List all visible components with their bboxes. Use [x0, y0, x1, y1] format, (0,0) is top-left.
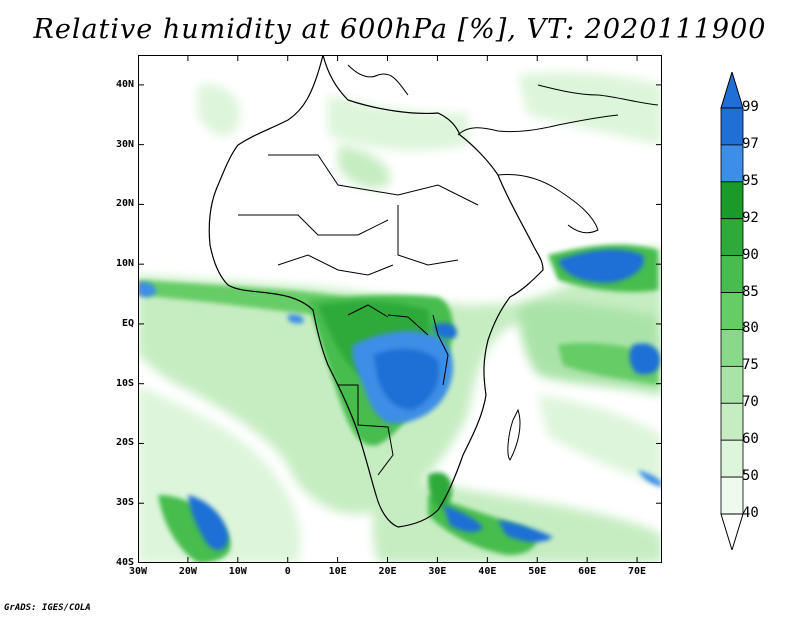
colorbar-band	[720, 144, 744, 183]
lon-tick-label: 40E	[478, 566, 497, 577]
credit-text: GrADS: IGES/COLA	[4, 603, 91, 613]
colorbar-band	[720, 107, 744, 146]
colorbar-label: 80	[742, 320, 759, 337]
map-panel	[138, 55, 662, 563]
colorbar-label: 95	[742, 172, 759, 189]
lat-tick-label: 30N	[115, 138, 134, 150]
lon-tick-label: 20E	[378, 566, 397, 577]
colorbar-band	[720, 402, 744, 441]
colorbar-bottom-arrow	[720, 513, 744, 550]
colorbar-label: 92	[742, 209, 759, 226]
lon-tick-label: 20W	[178, 566, 197, 577]
colorbar-label: 97	[742, 135, 759, 152]
map-title: Relative humidity at 600hPa [%], VT: 202…	[33, 14, 767, 45]
colorbar-label: 85	[742, 283, 759, 300]
colorbar-band	[720, 255, 744, 293]
lon-tick-label: 60E	[578, 566, 597, 577]
lon-tick-label: 0	[284, 566, 291, 577]
colorbar-label: 40	[742, 505, 759, 521]
lat-tick-label: 40S	[115, 557, 134, 568]
colorbar-label: 99	[742, 99, 759, 115]
lat-tick-label: 20N	[115, 198, 134, 210]
colorbar-band	[720, 218, 744, 257]
colorbar-label: 75	[742, 357, 759, 374]
lat-tick-label: 20S	[115, 437, 134, 449]
colorbar	[720, 72, 744, 550]
axis-tick-marks	[138, 55, 662, 563]
lat-tick-label: EQ	[121, 317, 134, 329]
colorbar-label: 50	[742, 468, 759, 485]
lon-tick-label: 10W	[228, 566, 247, 577]
colorbar-band	[720, 365, 744, 404]
humidity-field-blue	[138, 249, 662, 551]
lat-tick-label: 10S	[115, 377, 134, 389]
colorbar-label: 60	[742, 431, 759, 448]
colorbar-label: 90	[742, 246, 759, 263]
lat-tick-label: 10N	[115, 258, 134, 270]
map-frame	[138, 55, 662, 563]
colorbar-band	[720, 476, 744, 515]
coastlines	[208, 55, 659, 528]
colorbar-band	[720, 439, 744, 478]
colorbar-band	[720, 292, 744, 330]
colorbar-top-arrow	[720, 72, 744, 109]
colorbar-label: 70	[742, 394, 759, 411]
lon-tick-label: 70E	[628, 566, 647, 577]
lon-tick-label: 10E	[328, 566, 347, 577]
lat-tick-label: 40N	[115, 78, 134, 90]
lon-tick-label: 50E	[528, 566, 547, 577]
lon-tick-label: 30W	[128, 566, 148, 577]
lon-tick-label: 30E	[428, 566, 447, 577]
lat-tick-label: 30S	[115, 497, 134, 509]
colorbar-band	[720, 329, 744, 367]
humidity-map	[138, 55, 662, 563]
colorbar-band	[720, 181, 744, 220]
